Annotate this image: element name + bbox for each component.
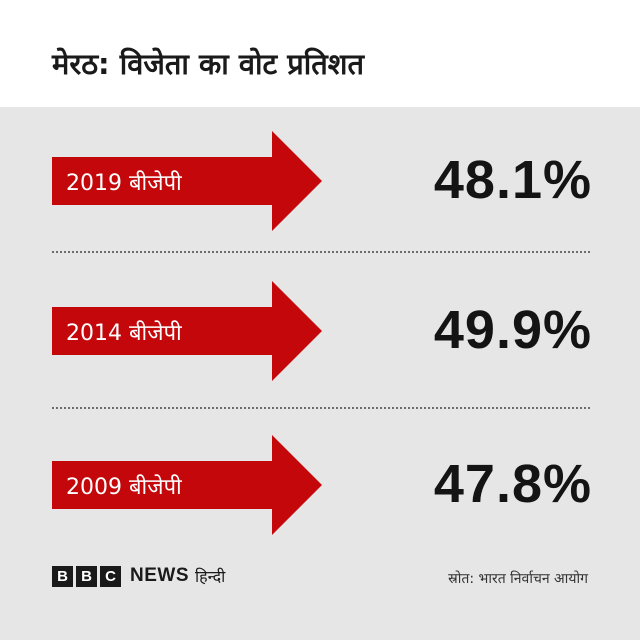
- results-panel: 2019 बीजेपी 48.1% 2014 बीजेपी 49.9% 2009…: [0, 107, 640, 640]
- result-value: 49.9%: [433, 300, 592, 360]
- bbc-logo-block: B: [52, 565, 73, 587]
- language-wordmark: हिन्दी: [195, 567, 226, 586]
- result-row-2019: 2019 बीजेपी 48.1%: [0, 131, 640, 241]
- bbc-news-hindi-logo: B B C NEWS हिन्दी: [52, 565, 225, 587]
- divider: [52, 251, 590, 253]
- bbc-logo-block: B: [76, 565, 97, 587]
- arrow-icon: [52, 281, 322, 381]
- result-row-2014: 2014 बीजेपी 49.9%: [0, 281, 640, 391]
- page-title: मेरठ: विजेता का वोट प्रतिशत: [52, 47, 365, 81]
- result-label: 2009 बीजेपी: [66, 475, 182, 500]
- result-value: 47.8%: [433, 454, 592, 514]
- footer: B B C NEWS हिन्दी स्रोत: भारत निर्वाचन आ…: [0, 560, 640, 590]
- result-row-2009: 2009 बीजेपी 47.8%: [0, 435, 640, 545]
- header: मेरठ: विजेता का वोट प्रतिशत: [0, 0, 640, 107]
- result-label: 2019 बीजेपी: [66, 171, 182, 196]
- divider: [52, 407, 590, 409]
- source-credit: स्रोत: भारत निर्वाचन आयोग: [448, 571, 588, 587]
- result-label: 2014 बीजेपी: [66, 321, 182, 346]
- arrow-icon: [52, 131, 322, 231]
- arrow-icon: [52, 435, 322, 535]
- news-wordmark: NEWS: [130, 565, 189, 586]
- bbc-logo-block: C: [100, 565, 121, 587]
- result-value: 48.1%: [433, 150, 592, 210]
